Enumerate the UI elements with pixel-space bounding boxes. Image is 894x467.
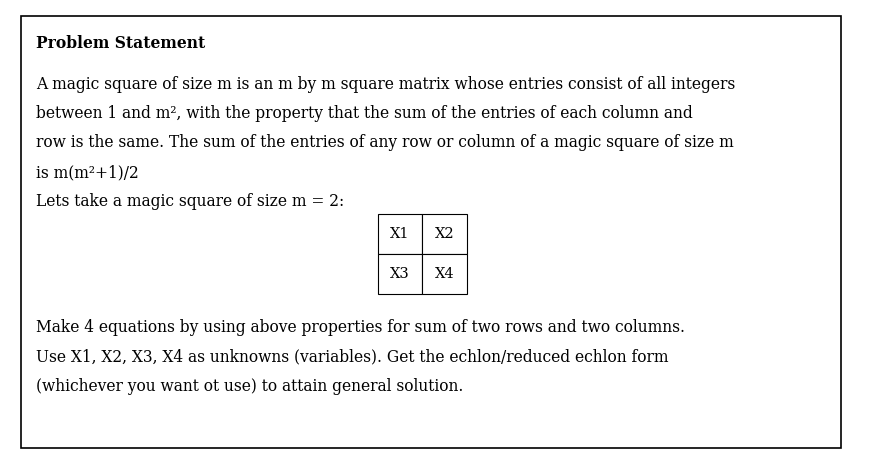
Text: (whichever you want ot use) to attain general solution.: (whichever you want ot use) to attain ge… — [36, 378, 463, 395]
Text: X4: X4 — [434, 267, 454, 281]
Text: row is the same. The sum of the entries of any row or column of a magic square o: row is the same. The sum of the entries … — [36, 134, 734, 151]
Text: X2: X2 — [434, 227, 454, 241]
Text: X1: X1 — [391, 227, 409, 241]
Text: Make 4 equations by using above properties for sum of two rows and two columns.: Make 4 equations by using above properti… — [36, 319, 685, 336]
Text: Lets take a magic square of size m = 2:: Lets take a magic square of size m = 2: — [36, 193, 344, 210]
Text: X3: X3 — [390, 267, 410, 281]
Bar — [378, 254, 422, 294]
Bar — [378, 214, 422, 254]
FancyBboxPatch shape — [21, 16, 841, 448]
Text: A magic square of size m is an m by m square matrix whose entries consist of all: A magic square of size m is an m by m sq… — [36, 76, 735, 92]
Text: Use X1, X2, X3, X4 as unknowns (variables). Get the echlon/reduced echlon form: Use X1, X2, X3, X4 as unknowns (variable… — [36, 349, 669, 366]
Bar — [422, 254, 467, 294]
Bar — [422, 214, 467, 254]
Text: Problem Statement: Problem Statement — [36, 35, 206, 52]
Text: between 1 and m², with the property that the sum of the entries of each column a: between 1 and m², with the property that… — [36, 105, 693, 122]
Text: is m(m²+1)/2: is m(m²+1)/2 — [36, 164, 139, 181]
